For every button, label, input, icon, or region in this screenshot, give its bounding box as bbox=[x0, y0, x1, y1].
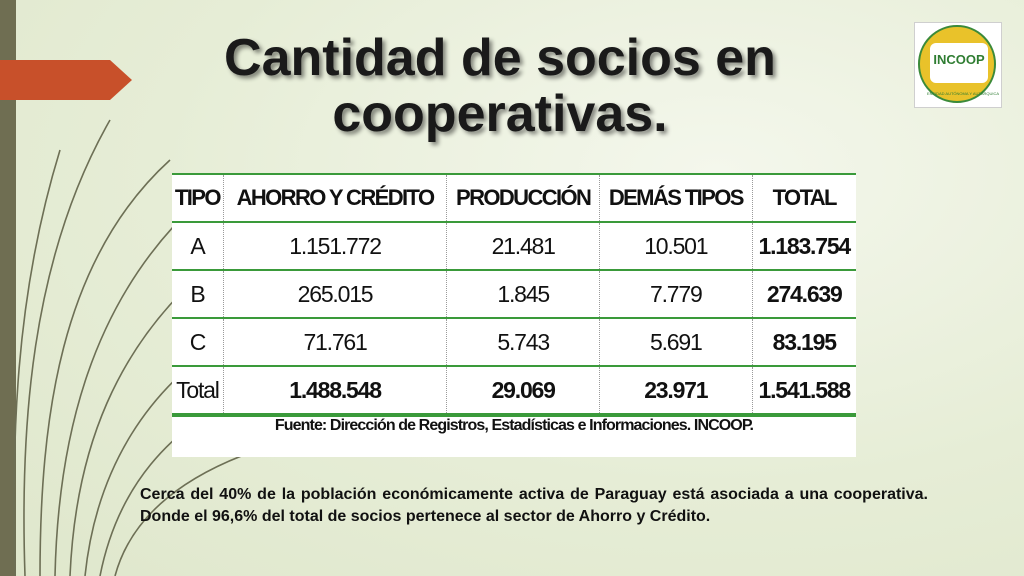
table-cell-total: 29.069 bbox=[446, 366, 600, 415]
logo-text: INCOOP bbox=[933, 52, 985, 67]
table-cell: 7.779 bbox=[599, 270, 753, 318]
table-cell-total: 1.488.548 bbox=[222, 366, 447, 415]
table-source: Fuente: Dirección de Registros, Estadíst… bbox=[274, 417, 754, 434]
slide-title: Cantidad de socios en cooperativas. bbox=[224, 29, 776, 143]
table-cell-total: 23.971 bbox=[599, 366, 753, 415]
table-cell: 10.501 bbox=[599, 222, 753, 270]
table-cell: C bbox=[189, 328, 207, 355]
header-produccion: PRODUCCIÓN bbox=[446, 174, 600, 222]
header-demas-tipos: DEMÁS TIPOS bbox=[599, 174, 753, 222]
side-bar bbox=[0, 0, 16, 576]
header-ahorro-credito: AHORRO Y CRÉDITO bbox=[222, 174, 447, 222]
table-cell: 5.691 bbox=[599, 318, 753, 366]
logo-badge: INCOOP bbox=[930, 43, 988, 83]
table-cell: A bbox=[190, 232, 205, 259]
accent-arrow-shape bbox=[0, 60, 132, 100]
logo-ring: INCOOP ENTIDAD AUTÓNOMA Y AUTÁRQUICA bbox=[918, 25, 999, 103]
incoop-logo: INCOOP ENTIDAD AUTÓNOMA Y AUTÁRQUICA bbox=[914, 22, 1002, 108]
table-cell-total: 1.183.754 bbox=[751, 222, 856, 270]
logo-caption: ENTIDAD AUTÓNOMA Y AUTÁRQUICA bbox=[926, 91, 1000, 96]
header-total: TOTAL bbox=[751, 174, 856, 222]
table-row: A 1.151.772 21.481 10.501 1.183.754 bbox=[172, 222, 856, 270]
table-total-row: Total 1.488.548 29.069 23.971 1.541.588 bbox=[172, 366, 856, 415]
table-cell: 1.845 bbox=[446, 270, 600, 318]
table-cell-total: 1.541.588 bbox=[751, 366, 856, 415]
note-text: Cerca del 40% de la población económicam… bbox=[140, 486, 928, 525]
table-cell: 71.761 bbox=[222, 318, 447, 366]
header-tipo: TIPO bbox=[174, 185, 222, 210]
table-header-row: TIPO AHORRO Y CRÉDITO PRODUCCIÓN DEMÁS T… bbox=[172, 174, 856, 222]
table-cell: 1.151.772 bbox=[222, 222, 447, 270]
table-cell-total: 83.195 bbox=[751, 318, 856, 366]
members-table: TIPO AHORRO Y CRÉDITO PRODUCCIÓN DEMÁS T… bbox=[172, 173, 856, 417]
table-cell: Total bbox=[176, 376, 220, 403]
table-cell: 265.015 bbox=[222, 270, 447, 318]
table-row: C 71.761 5.743 5.691 83.195 bbox=[172, 318, 856, 366]
table-cell: 21.481 bbox=[446, 222, 600, 270]
table-cell-total: 274.639 bbox=[751, 270, 856, 318]
members-table-panel: TIPO AHORRO Y CRÉDITO PRODUCCIÓN DEMÁS T… bbox=[172, 173, 856, 457]
table-cell: 5.743 bbox=[446, 318, 600, 366]
table-row: B 265.015 1.845 7.779 274.639 bbox=[172, 270, 856, 318]
table-cell: B bbox=[190, 280, 205, 307]
